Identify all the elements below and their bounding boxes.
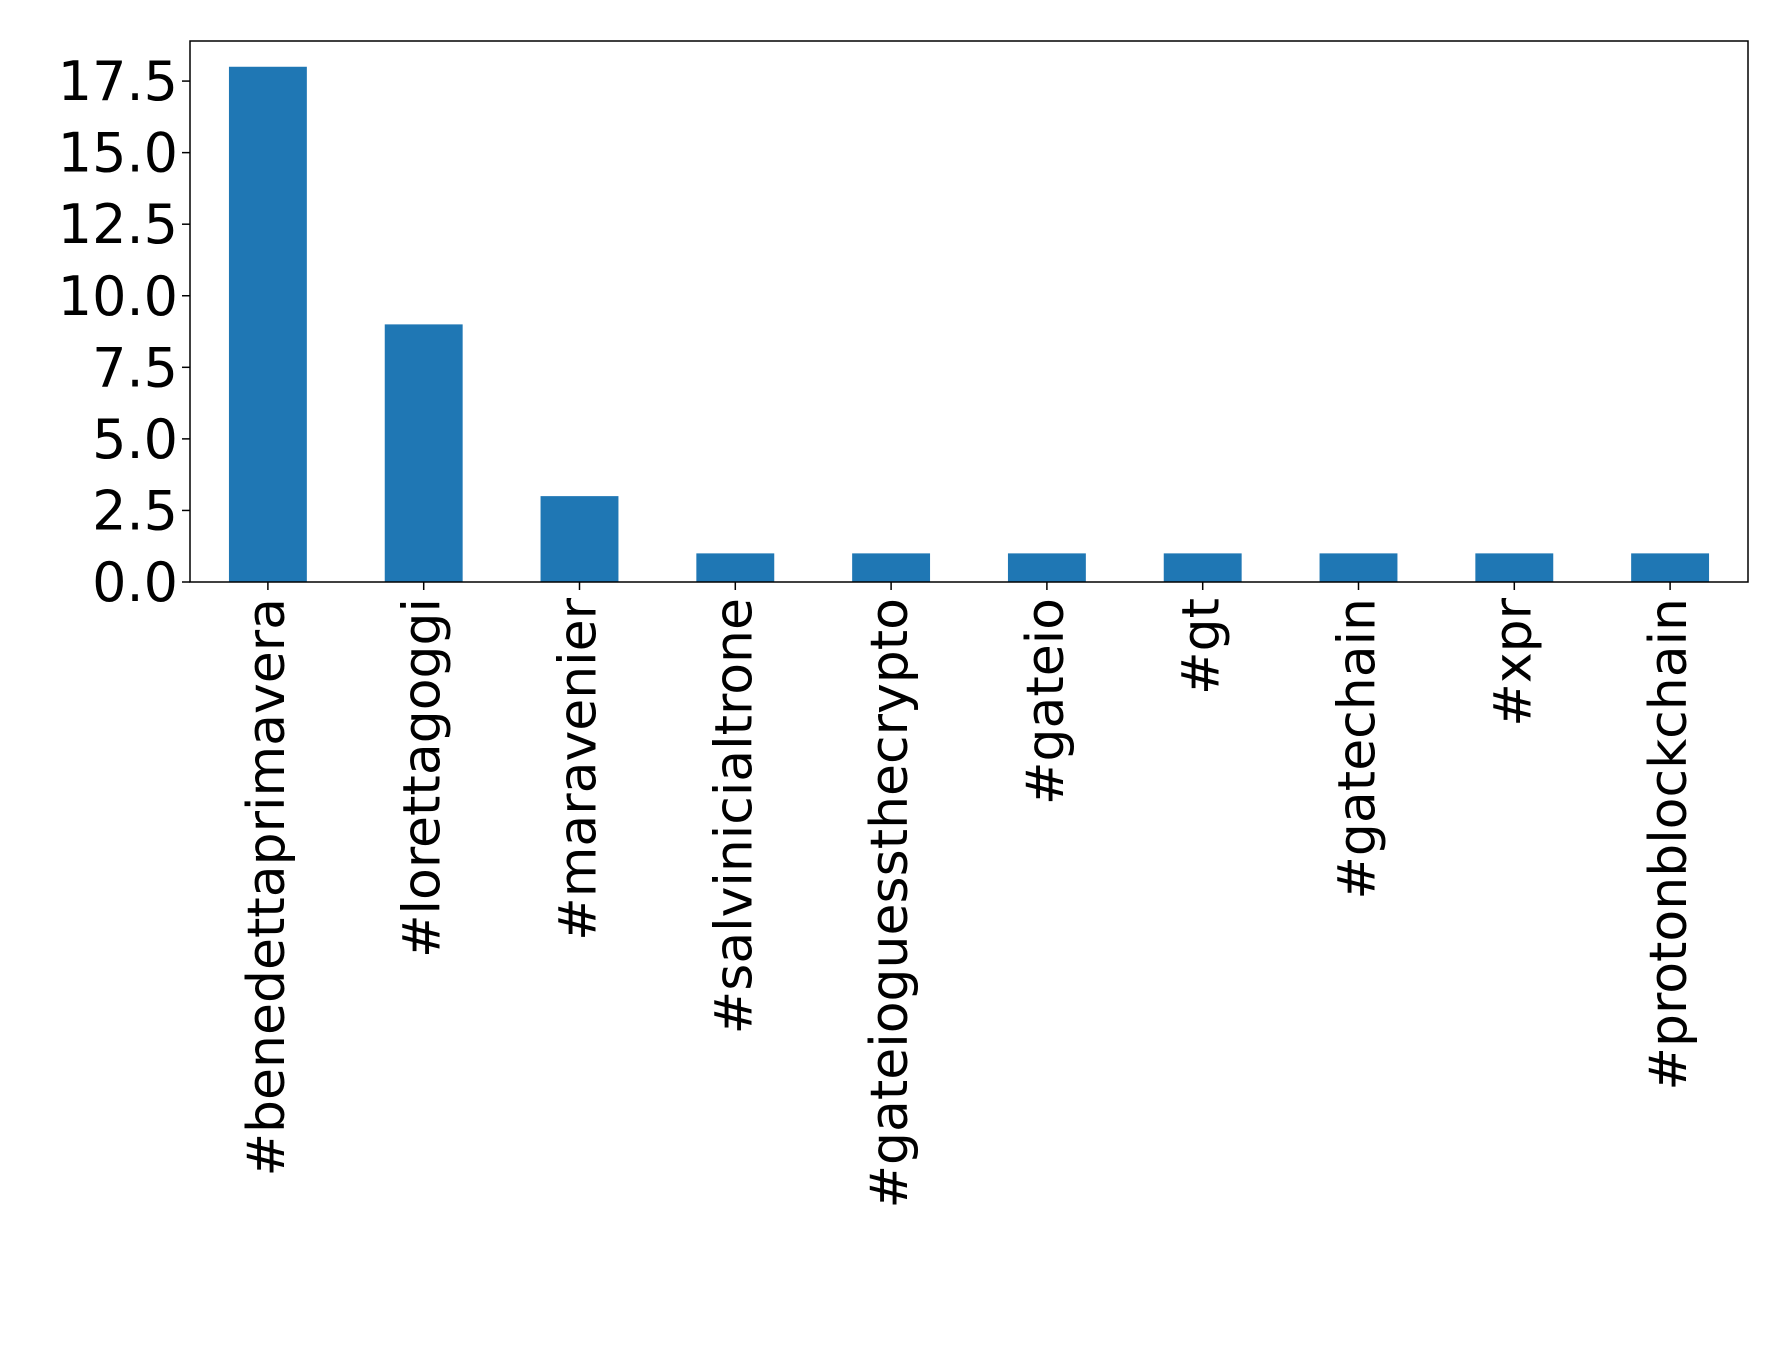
x-tick-label: #maravenier [549,597,609,940]
bars-layer [228,66,1710,582]
x-tick-label: #xpr [1483,597,1543,726]
y-tick-label: 5.0 [92,408,178,471]
x-tick-label: #gateio [1016,598,1076,805]
bar-salvinicialtrone [696,553,775,582]
y-tick-label: 0.0 [92,551,178,614]
bar-benedettaprimavera [228,66,307,582]
x-tick-label: #lorettagoggi [393,598,453,958]
bar-lorettagoggi [384,324,463,582]
x-tick-label: #benedettaprimavera [237,598,297,1177]
bar-protonblockchain [1631,553,1710,582]
bar-maravenier [540,496,619,582]
x-tick-label: #gatechain [1328,598,1388,900]
x-tick-label: #protonblockchain [1639,598,1699,1091]
y-tick-label: 17.5 [58,50,178,113]
bar-gatechain [1319,553,1398,582]
x-tick-label: #gt [1172,598,1232,695]
x-axis: #benedettaprimavera #lorettagoggi #maraven… [237,582,1699,1209]
x-tick-label: #gateioguessthecrypto [860,598,920,1209]
y-tick-label: 2.5 [92,479,178,542]
bar-xpr [1475,553,1554,582]
bar-gt [1163,553,1242,582]
bar-gateio [1007,553,1086,582]
y-tick-label: 10.0 [58,265,178,328]
bar-gateioguessthecrypto [852,553,931,582]
y-tick-label: 12.5 [58,193,178,256]
y-axis: 0.0 2.5 5.0 7.5 10.0 12.5 15.0 17.5 [58,50,190,614]
plot-frame [189,40,1749,583]
y-tick-label: 7.5 [92,336,178,399]
x-tick-label: #salvinicialtrone [704,598,764,1034]
y-tick-label: 15.0 [58,122,178,185]
